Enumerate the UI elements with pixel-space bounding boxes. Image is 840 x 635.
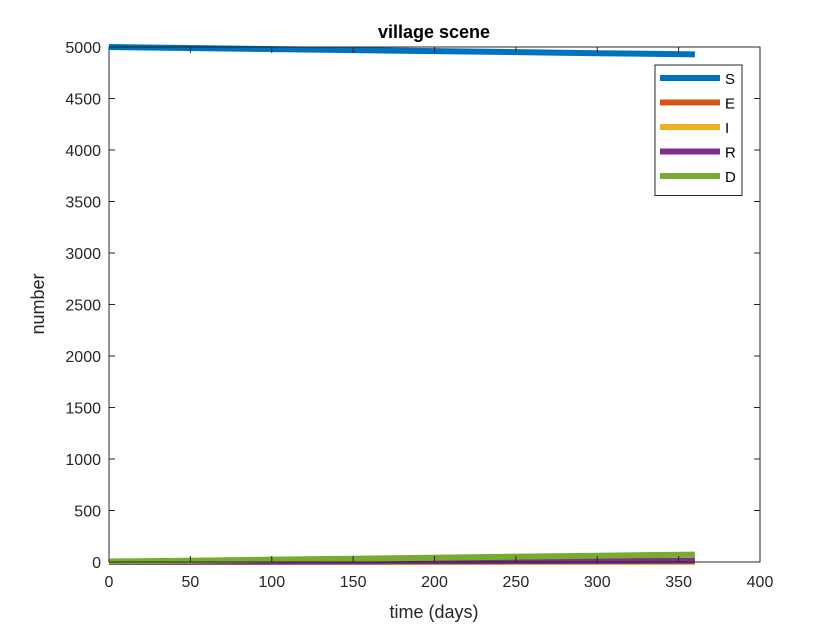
y-tick-label: 0 — [92, 555, 101, 572]
y-tick-label: 2500 — [65, 298, 101, 315]
legend-label-e: E — [725, 96, 735, 113]
y-tick-label: 3000 — [65, 246, 101, 263]
x-tick-label: 200 — [421, 574, 448, 591]
x-tick-label: 250 — [503, 574, 530, 591]
x-tick-label: 0 — [105, 574, 114, 591]
x-tick-label: 150 — [340, 574, 367, 591]
y-tick-label: 3500 — [65, 195, 101, 212]
y-tick-label: 5000 — [65, 40, 101, 57]
x-axis-title: time (days) — [389, 602, 478, 622]
y-tick-label: 500 — [74, 504, 101, 521]
y-tick-label: 2000 — [65, 349, 101, 366]
x-tick-label: 50 — [181, 574, 199, 591]
y-tick-label: 4500 — [65, 92, 101, 109]
legend-label-r: R — [725, 145, 736, 162]
y-axis-title: number — [28, 273, 48, 334]
x-tick-label: 300 — [584, 574, 611, 591]
y-tick-label: 4000 — [65, 143, 101, 160]
legend-label-d: D — [725, 169, 736, 186]
y-tick-label: 1500 — [65, 401, 101, 418]
x-tick-label: 100 — [258, 574, 285, 591]
x-tick-label: 400 — [747, 574, 774, 591]
x-tick-label: 350 — [665, 574, 692, 591]
chart-title: village scene — [378, 22, 490, 42]
y-tick-label: 1000 — [65, 452, 101, 469]
legend-label-s: S — [725, 71, 735, 88]
legend-label-i: I — [725, 120, 729, 137]
